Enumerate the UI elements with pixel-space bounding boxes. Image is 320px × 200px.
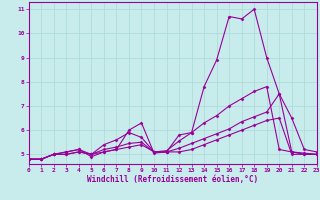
X-axis label: Windchill (Refroidissement éolien,°C): Windchill (Refroidissement éolien,°C) <box>87 175 258 184</box>
